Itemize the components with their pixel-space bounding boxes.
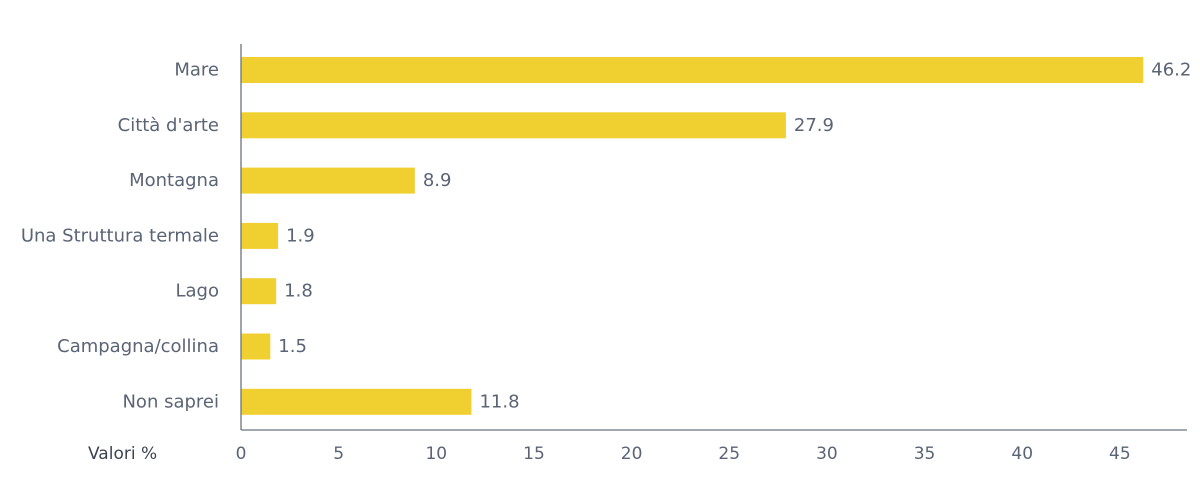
bar-1	[241, 112, 786, 139]
category-label-0: Mare	[174, 60, 219, 81]
category-label-5: Campagna/collina	[57, 336, 219, 357]
x-tick-label-8: 40	[1011, 444, 1033, 464]
bar-4	[241, 278, 277, 305]
category-label-3: Una Struttura termale	[21, 225, 219, 246]
x-tick-label-6: 30	[816, 444, 838, 464]
value-label-1: 27.9	[794, 115, 834, 136]
x-tick-label-5: 25	[718, 444, 740, 464]
bar-5	[241, 333, 271, 360]
x-tick-label-1: 5	[333, 444, 344, 464]
x-tick-label-0: 0	[236, 444, 247, 464]
x-ticks-group: 0 5 10 15 20 25 30 35 40 45	[236, 444, 1131, 464]
value-label-3: 1.9	[286, 225, 315, 246]
x-tick-label-7: 35	[914, 444, 936, 464]
category-label-4: Lago	[176, 281, 220, 302]
category-labels-group: Mare Città d'arte Montagna Una Struttura te…	[21, 60, 219, 413]
bar-2	[241, 167, 415, 194]
category-label-1: Città d'arte	[118, 115, 219, 136]
value-label-2: 8.9	[423, 170, 452, 191]
value-label-0: 46.2	[1151, 60, 1191, 81]
x-tick-label-3: 15	[523, 444, 545, 464]
bar-3	[241, 222, 279, 249]
x-tick-label-2: 10	[425, 444, 447, 464]
x-tick-label-9: 45	[1109, 444, 1131, 464]
x-tick-label-4: 20	[621, 444, 643, 464]
x-axis-title: Valori %	[88, 444, 157, 464]
bar-0	[241, 57, 1144, 83]
value-labels-group: 46.2 27.9 8.9 1.9 1.8 1.5 11.8	[278, 60, 1191, 413]
bar-6	[241, 388, 472, 415]
category-label-2: Montagna	[129, 170, 219, 191]
value-label-5: 1.5	[278, 336, 307, 357]
bars-group	[241, 57, 1144, 415]
category-label-6: Non saprei	[122, 391, 219, 412]
axes-group	[240, 44, 1187, 431]
value-label-4: 1.8	[284, 281, 313, 302]
value-label-6: 11.8	[479, 391, 519, 412]
